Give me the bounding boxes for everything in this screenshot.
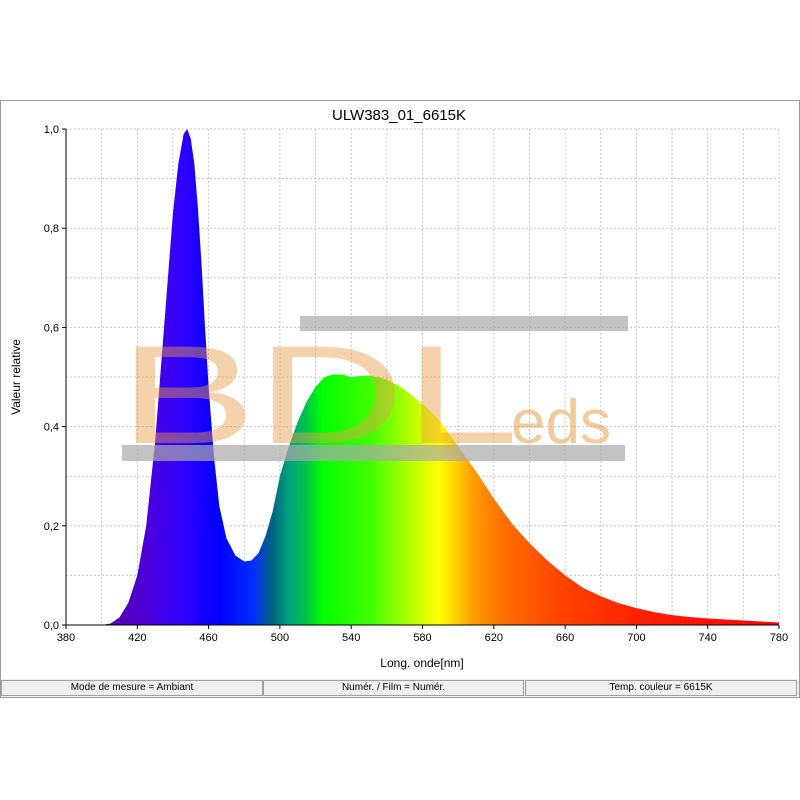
chart-title: ULW383_01_6615K [332, 107, 466, 124]
axes: 380 420 460 500 540 580 620 660 700 740 780 0,0 0,2 0… [44, 124, 788, 644]
x-tick-label: 540 [342, 632, 360, 644]
spectrum-window: ULW383_01_6615K BDL eds 380 420 460 500 540 5… [0, 100, 800, 698]
y-tick-label: 0,6 [44, 322, 59, 334]
spectrum-area [101, 129, 779, 625]
status-film: Numér. / Film = Numér. [263, 680, 524, 696]
y-tick-label: 0,0 [44, 620, 59, 632]
x-tick-label: 420 [128, 632, 146, 644]
spectrum-chart: ULW383_01_6615K BDL eds 380 420 460 500 540 5… [9, 107, 788, 670]
y-axis-label: Valeur relative [9, 339, 23, 415]
x-tick-label: 780 [770, 632, 788, 644]
x-axis-label: Long. onde[nm] [380, 656, 463, 670]
x-tick-label: 500 [271, 632, 289, 644]
x-tick-label: 620 [485, 632, 503, 644]
x-tick-label: 460 [199, 632, 217, 644]
x-tick-label: 700 [627, 632, 645, 644]
spectrum-series [101, 129, 779, 625]
status-mode: Mode de mesure = Ambiant [1, 680, 263, 696]
x-tick-label: 740 [699, 632, 717, 644]
y-tick-label: 1,0 [44, 124, 59, 136]
y-tick-label: 0,2 [44, 521, 59, 533]
x-tick-label: 580 [413, 632, 431, 644]
watermark: BDL eds [119, 316, 628, 473]
x-tick-label: 380 [57, 632, 75, 644]
watermark-suffix: eds [511, 388, 611, 457]
status-bar: Mode de mesure = Ambiant Numér. / Film =… [1, 679, 799, 697]
watermark-bar-bottom [122, 445, 625, 461]
y-tick-label: 0,8 [44, 223, 59, 235]
status-color-temp: Temp. couleur = 6615K [525, 680, 797, 696]
watermark-main: BDL [119, 316, 519, 473]
y-tick-label: 0,4 [44, 422, 59, 434]
watermark-bar-top [300, 316, 628, 331]
x-tick-label: 660 [556, 632, 574, 644]
